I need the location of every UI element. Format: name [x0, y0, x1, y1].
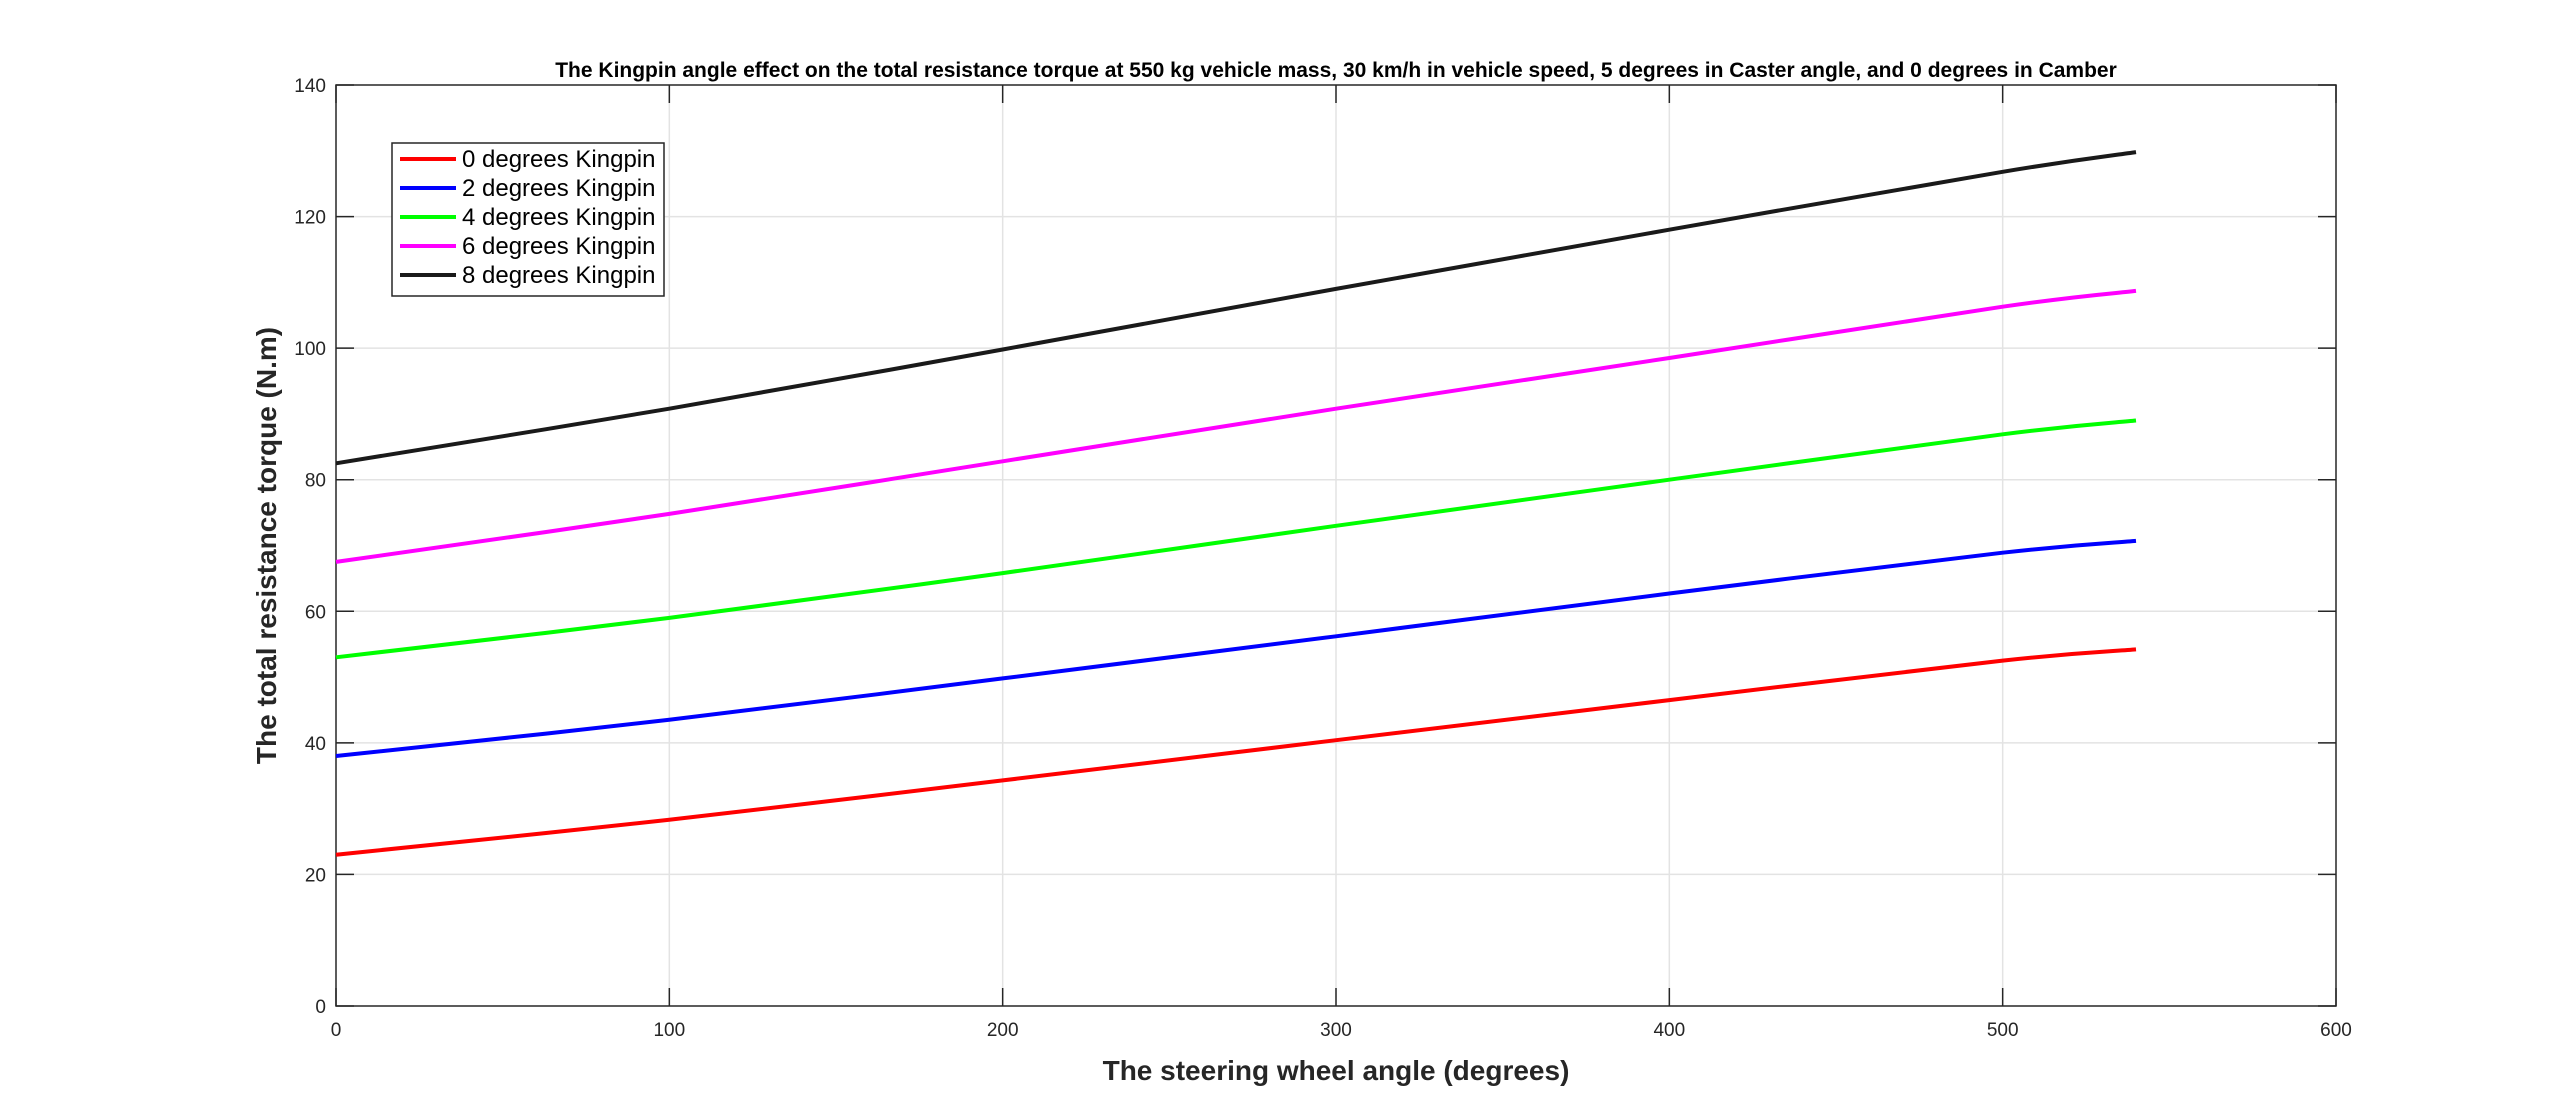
grid	[336, 85, 2336, 1006]
legend-label-3: 6 degrees Kingpin	[462, 233, 655, 260]
chart-title: The Kingpin angle effect on the total re…	[555, 59, 2117, 82]
legend-label-4: 8 degrees Kingpin	[462, 262, 655, 289]
legend-label-1: 2 degrees Kingpin	[462, 175, 655, 202]
legend-label-0: 0 degrees Kingpin	[462, 146, 655, 173]
legend-label-2: 4 degrees Kingpin	[462, 204, 655, 231]
legend-box	[391, 142, 665, 297]
series-line-4	[335, 150, 2137, 466]
x-tick-label: 600	[2320, 1020, 2352, 1041]
y-tick-label: 60	[305, 602, 326, 623]
x-tick-label: 500	[1987, 1020, 2019, 1041]
axis-ticks: 0 100 200 300 400 500 600 0 20 40 60 80 100 120 140	[294, 76, 2352, 1041]
y-tick-label: 120	[294, 208, 326, 229]
x-tick-label: 0	[331, 1020, 342, 1041]
x-axis-title: The steering wheel angle (degrees)	[1103, 1055, 1570, 1086]
x-tick-label: 300	[1320, 1020, 1352, 1041]
series-line-2	[335, 418, 2137, 660]
series-lines	[335, 150, 2137, 857]
y-tick-label: 40	[305, 734, 326, 755]
x-tick-label: 100	[653, 1020, 685, 1041]
series-line-1	[335, 538, 2137, 758]
x-tick-label: 400	[1653, 1020, 1685, 1041]
y-axis-title: The total resistance torque (N.m)	[251, 327, 282, 764]
series-line-0	[335, 647, 2137, 857]
y-tick-label: 80	[305, 471, 326, 492]
series-line-3	[335, 288, 2137, 564]
y-tick-label: 140	[294, 76, 326, 97]
y-tick-label: 20	[305, 865, 326, 886]
y-tick-label: 100	[294, 339, 326, 360]
x-tick-label: 200	[987, 1020, 1019, 1041]
y-tick-label: 0	[315, 997, 326, 1018]
